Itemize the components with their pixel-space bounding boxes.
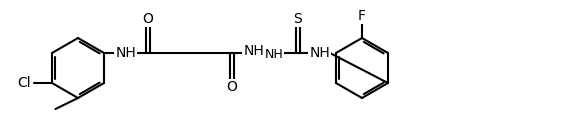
Text: S: S [294,12,302,26]
Text: NH: NH [244,44,264,58]
Text: NH: NH [264,48,283,62]
Text: F: F [358,9,366,23]
Text: O: O [226,80,237,94]
Text: NH: NH [116,46,137,60]
Text: NH: NH [310,46,331,60]
Text: O: O [142,12,153,26]
Text: Cl: Cl [17,76,31,90]
